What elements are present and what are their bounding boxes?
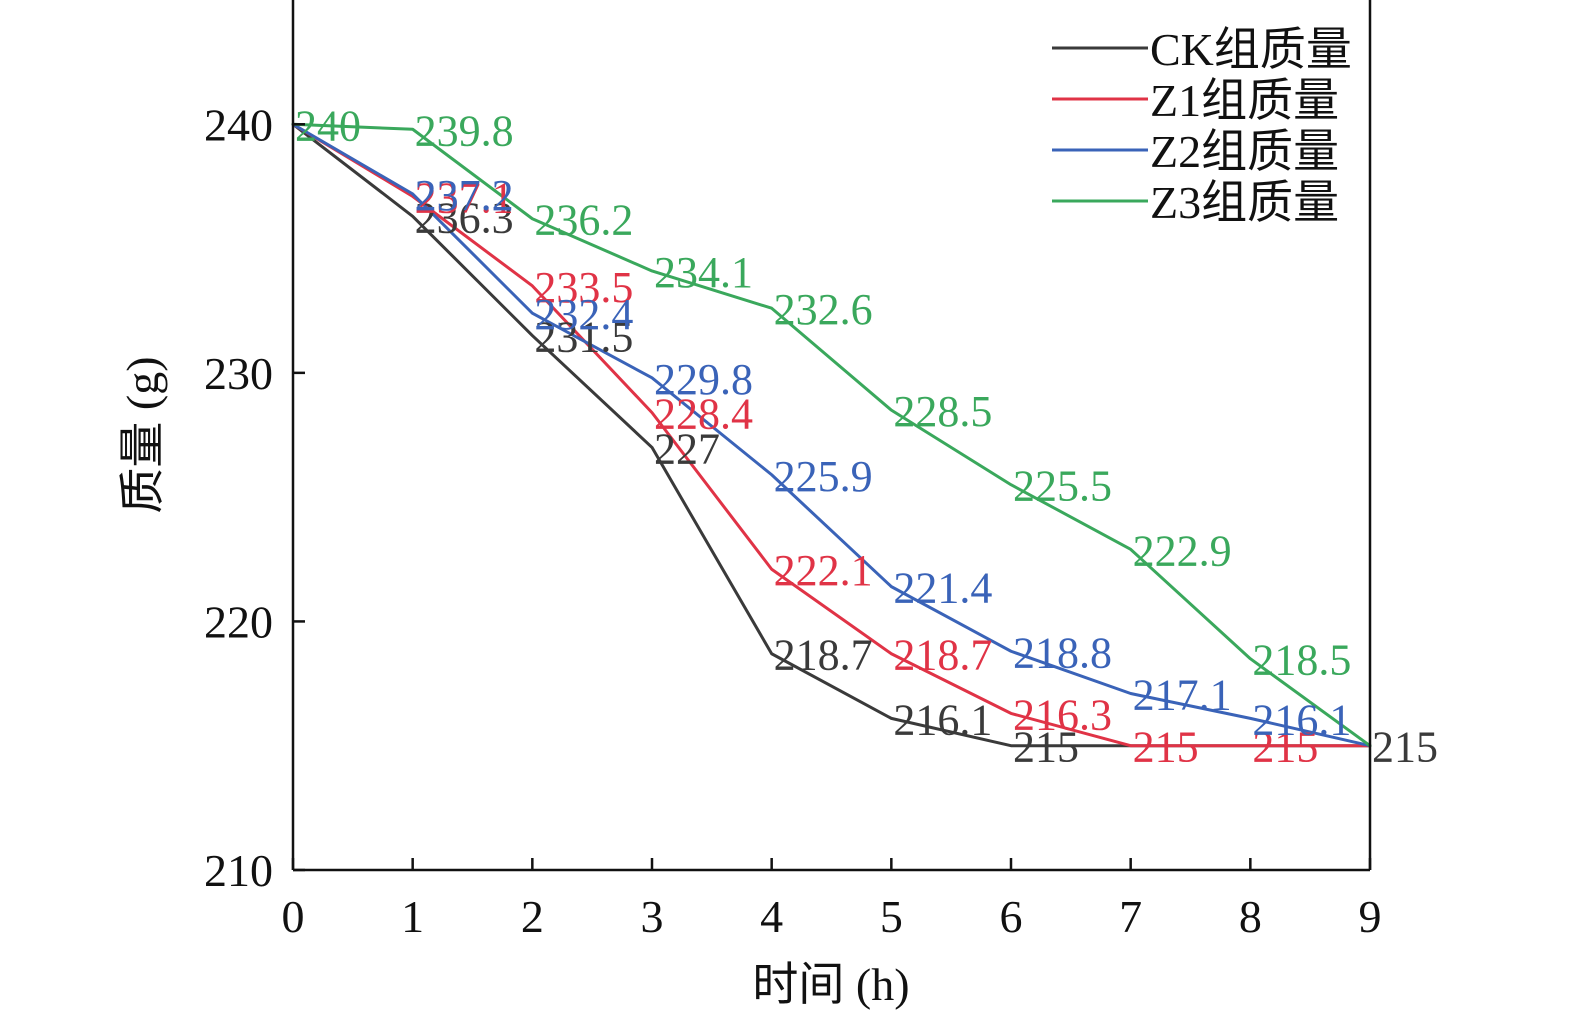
data-label: 221.4 [893,564,992,613]
data-label: 233.5 [534,263,633,312]
data-label: 236.2 [534,196,633,245]
data-label: 216.3 [1013,690,1112,739]
data-label: 216.1 [1252,695,1351,744]
legend-entry: Z1组质量 [1150,75,1339,126]
y-axis-title: 质量 (g) [117,356,168,513]
data-label: 215 [1372,723,1438,772]
y-ticks: 210 220 230 240 [204,99,305,896]
data-label: 232.6 [774,285,873,334]
plot-lines [291,122,1372,748]
y-tick-label: 210 [204,845,273,896]
legend-entry: Z2组质量 [1150,126,1339,177]
x-tick-label: 8 [1239,891,1262,942]
x-ticks: 0 1 2 3 4 5 6 7 8 9 [282,858,1382,942]
legend-entry: CK组质量 [1150,24,1352,75]
data-label: 217.1 [1133,671,1232,720]
y-tick-label: 240 [204,99,273,150]
series-line-3 [291,122,1372,748]
x-tick-label: 3 [641,891,664,942]
legend-entry: Z3组质量 [1150,177,1339,228]
data-label: 218.7 [893,631,992,680]
data-label: 215 [1013,723,1079,772]
data-label: 229.8 [654,355,753,404]
x-tick-label: 9 [1359,891,1382,942]
data-label: 240 [295,101,361,150]
data-label: 222.1 [774,546,873,595]
series-line-4 [291,122,1372,748]
data-label: 218.7 [774,631,873,680]
data-label: 222.9 [1133,526,1232,575]
x-tick-label: 5 [880,891,903,942]
data-label: 216.1 [893,695,992,744]
data-label: 225.5 [1013,462,1112,511]
x-tick-label: 0 [282,891,305,942]
x-tick-label: 4 [760,891,783,942]
data-label: 218.5 [1252,636,1351,685]
x-tick-label: 6 [1000,891,1023,942]
data-label: 236.3 [415,193,514,242]
x-tick-label: 1 [401,891,424,942]
x-tick-label: 7 [1119,891,1142,942]
data-label: 228.4 [654,390,753,439]
y-tick-label: 230 [204,348,273,399]
data-label: 237.2 [415,171,514,220]
axes [291,0,1372,872]
data-label: 232.4 [534,290,633,339]
y-tick-label: 220 [204,596,273,647]
x-tick-label: 2 [521,891,544,942]
series-line-2 [291,122,1372,748]
data-label: 215 [1133,723,1199,772]
data-label: 239.8 [415,106,514,155]
data-label: 215 [1252,723,1318,772]
data-label: 231.5 [534,313,633,362]
x-axis-title: 时间 (h) [752,959,909,1010]
data-label: 225.9 [774,452,873,501]
data-label: 218.8 [1013,628,1112,677]
data-label: 237.1 [415,173,514,222]
data-label: 228.5 [893,387,992,436]
data-label: 234.1 [654,248,753,297]
data-label: 227 [654,424,720,473]
